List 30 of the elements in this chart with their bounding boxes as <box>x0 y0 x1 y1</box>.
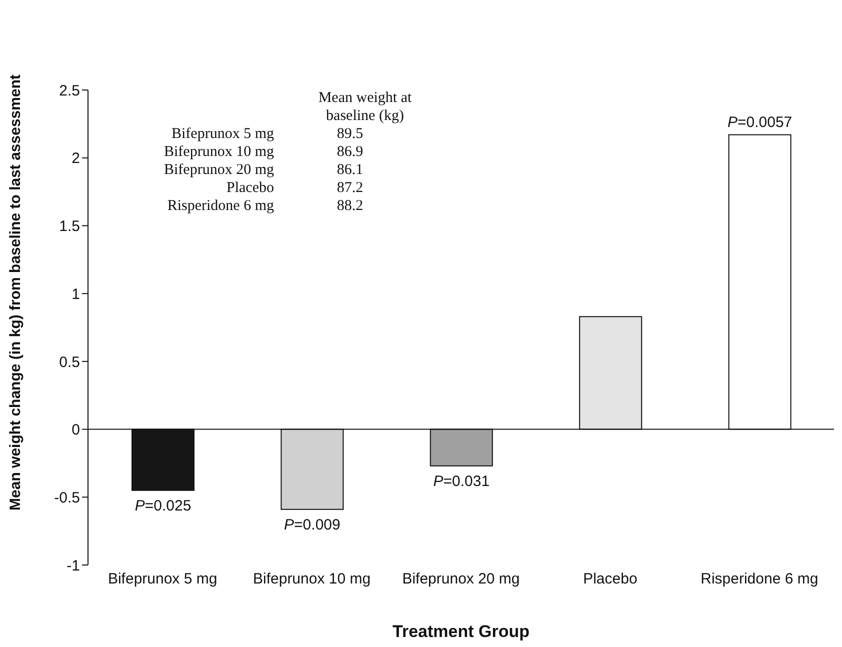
annotation: Bifeprunox 20 mg <box>163 161 274 179</box>
annotation: Placebo <box>226 179 274 197</box>
annotation: P=0.031 <box>433 472 490 490</box>
x-tick-label: Bifeprunox 20 mg <box>402 570 520 588</box>
annotation: 86.1 <box>336 161 364 179</box>
y-tick-label: -0.5 <box>54 489 80 506</box>
y-tick-label: 2.5 <box>59 82 80 100</box>
annotation: P=0.0057 <box>727 114 792 131</box>
annotation: Mean weight at baseline (kg) <box>317 89 413 125</box>
x-tick-label: Placebo <box>583 570 638 588</box>
x-tick-label: Bifeprunox 10 mg <box>253 570 371 588</box>
annotation: Bifeprunox 5 mg <box>170 125 274 143</box>
y-tick-label: 0.5 <box>59 354 80 371</box>
y-tick-label: -1 <box>66 557 80 574</box>
x-tick-label: Risperidone 6 mg <box>700 570 818 588</box>
annotation: Bifeprunox 10 mg <box>163 143 274 161</box>
annotation: 89.5 <box>336 125 364 143</box>
annotation: P=0.009 <box>284 516 340 534</box>
annotation: 88.2 <box>336 197 364 215</box>
y-tick-label: 1 <box>72 286 80 303</box>
y-tick-label: 1.5 <box>59 218 80 236</box>
y-tick-label: 2 <box>72 150 80 168</box>
annotation: P=0.025 <box>134 497 192 514</box>
annotation: Risperidone 6 mg <box>166 197 274 215</box>
y-axis-title: Mean weight change (in kg) from baseline to last assessment <box>7 74 24 510</box>
y-tick-label: 0 <box>72 422 80 439</box>
x-axis-title: Treatment Group <box>392 622 530 641</box>
annotation: 87.2 <box>336 179 364 197</box>
annotation: 86.9 <box>336 143 364 161</box>
x-tick-label: Bifeprunox 5 mg <box>108 570 218 588</box>
